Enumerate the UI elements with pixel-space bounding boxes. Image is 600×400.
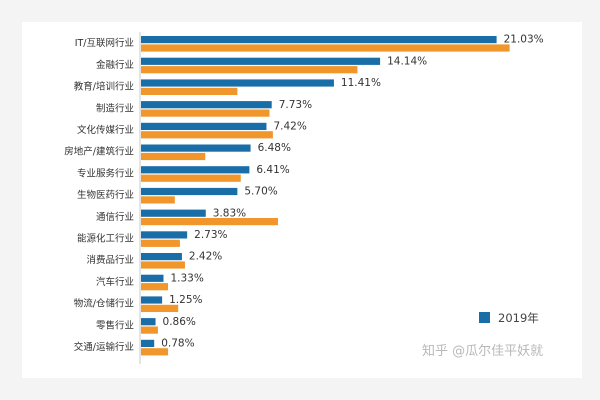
category-label-cat-8: 通信行业 — [96, 211, 134, 223]
bar-series0-cat-12 — [141, 296, 163, 304]
value-label-cat-10: 2.42% — [189, 251, 222, 263]
bar-series1-cat-3 — [141, 109, 270, 117]
bar-series1-cat-0 — [141, 44, 510, 52]
bar-series0-cat-5 — [141, 144, 251, 152]
category-label-cat-4: 文化传媒行业 — [77, 124, 134, 136]
bar-series1-cat-13 — [141, 326, 158, 334]
category-label-cat-9: 能源化工行业 — [77, 233, 134, 245]
bar-series0-cat-6 — [141, 166, 250, 174]
bar-series1-cat-10 — [141, 261, 185, 269]
category-label-cat-14: 交通/运输行业 — [74, 341, 134, 353]
value-label-cat-1: 14.14% — [387, 55, 427, 67]
bar-series0-cat-14 — [141, 339, 155, 347]
bar-series1-cat-4 — [141, 131, 273, 139]
value-label-cat-9: 2.73% — [194, 229, 227, 241]
bar-series0-cat-2 — [141, 79, 334, 87]
category-label-cat-2: 教育/培训行业 — [74, 81, 134, 93]
bar-series0-cat-4 — [141, 122, 267, 130]
bar-series0-cat-8 — [141, 209, 206, 217]
value-label-cat-12: 1.25% — [169, 294, 202, 306]
value-label-cat-3: 7.73% — [279, 99, 312, 111]
bar-chart: IT/互联网行业 21.03% 金融行业 14.14% 教育/培训行业 11.41% 制造行… — [64, 32, 544, 364]
bar-series1-cat-2 — [141, 87, 238, 95]
value-label-cat-6: 6.41% — [256, 164, 289, 176]
bar-series1-cat-9 — [141, 239, 180, 247]
bar-series1-cat-12 — [141, 304, 179, 312]
category-label-cat-13: 零售行业 — [96, 319, 134, 331]
bar-series0-cat-9 — [141, 231, 188, 239]
category-label-cat-7: 生物医药行业 — [77, 189, 134, 201]
legend-label-2019: 2019年 — [498, 311, 539, 325]
category-label-cat-11: 汽车行业 — [96, 276, 134, 288]
bar-series1-cat-14 — [141, 348, 169, 356]
value-label-cat-8: 3.83% — [213, 207, 246, 219]
bar-series0-cat-13 — [141, 318, 156, 326]
bars-layer — [141, 36, 510, 356]
value-label-cat-0: 21.03% — [504, 34, 544, 46]
bar-series0-cat-1 — [141, 57, 381, 65]
bar-series0-cat-10 — [141, 253, 182, 261]
bar-series0-cat-7 — [141, 187, 238, 196]
category-label-cat-1: 金融行业 — [96, 59, 134, 71]
legend: 2019年 — [479, 311, 539, 325]
bar-series0-cat-0 — [141, 36, 497, 44]
bar-series1-cat-11 — [141, 283, 169, 291]
bar-series1-cat-7 — [141, 196, 175, 204]
category-label-cat-10: 消费品行业 — [86, 254, 134, 266]
value-label-cat-7: 5.70% — [244, 186, 277, 198]
value-label-cat-5: 6.48% — [258, 142, 291, 154]
bar-series0-cat-11 — [141, 274, 164, 282]
value-label-cat-14: 0.78% — [161, 338, 194, 350]
category-label-cat-6: 专业服务行业 — [77, 167, 134, 179]
labels-layer: IT/互联网行业 21.03% 金融行业 14.14% 教育/培训行业 11.41% 制造行… — [64, 34, 543, 353]
watermark-text: 知乎 @瓜尔佳平妖就 — [422, 343, 543, 359]
chart-panel: IT/互联网行业 21.03% 金融行业 14.14% 教育/培训行业 11.41% 制造行… — [22, 22, 582, 378]
value-label-cat-11: 1.33% — [170, 272, 203, 284]
bar-series1-cat-8 — [141, 218, 278, 226]
category-label-cat-5: 房地产/建筑行业 — [64, 146, 134, 158]
category-label-cat-0: IT/互联网行业 — [75, 37, 134, 49]
bar-series1-cat-1 — [141, 66, 358, 74]
value-label-cat-13: 0.86% — [163, 316, 196, 328]
bar-series1-cat-5 — [141, 152, 206, 161]
value-label-cat-4: 7.42% — [273, 121, 306, 133]
value-label-cat-2: 11.41% — [341, 77, 381, 89]
legend-swatch-2019 — [479, 312, 490, 323]
category-label-cat-3: 制造行业 — [96, 102, 134, 114]
bar-series0-cat-3 — [141, 101, 272, 109]
bar-series1-cat-6 — [141, 174, 241, 182]
category-label-cat-12: 物流/仓储行业 — [74, 298, 134, 310]
